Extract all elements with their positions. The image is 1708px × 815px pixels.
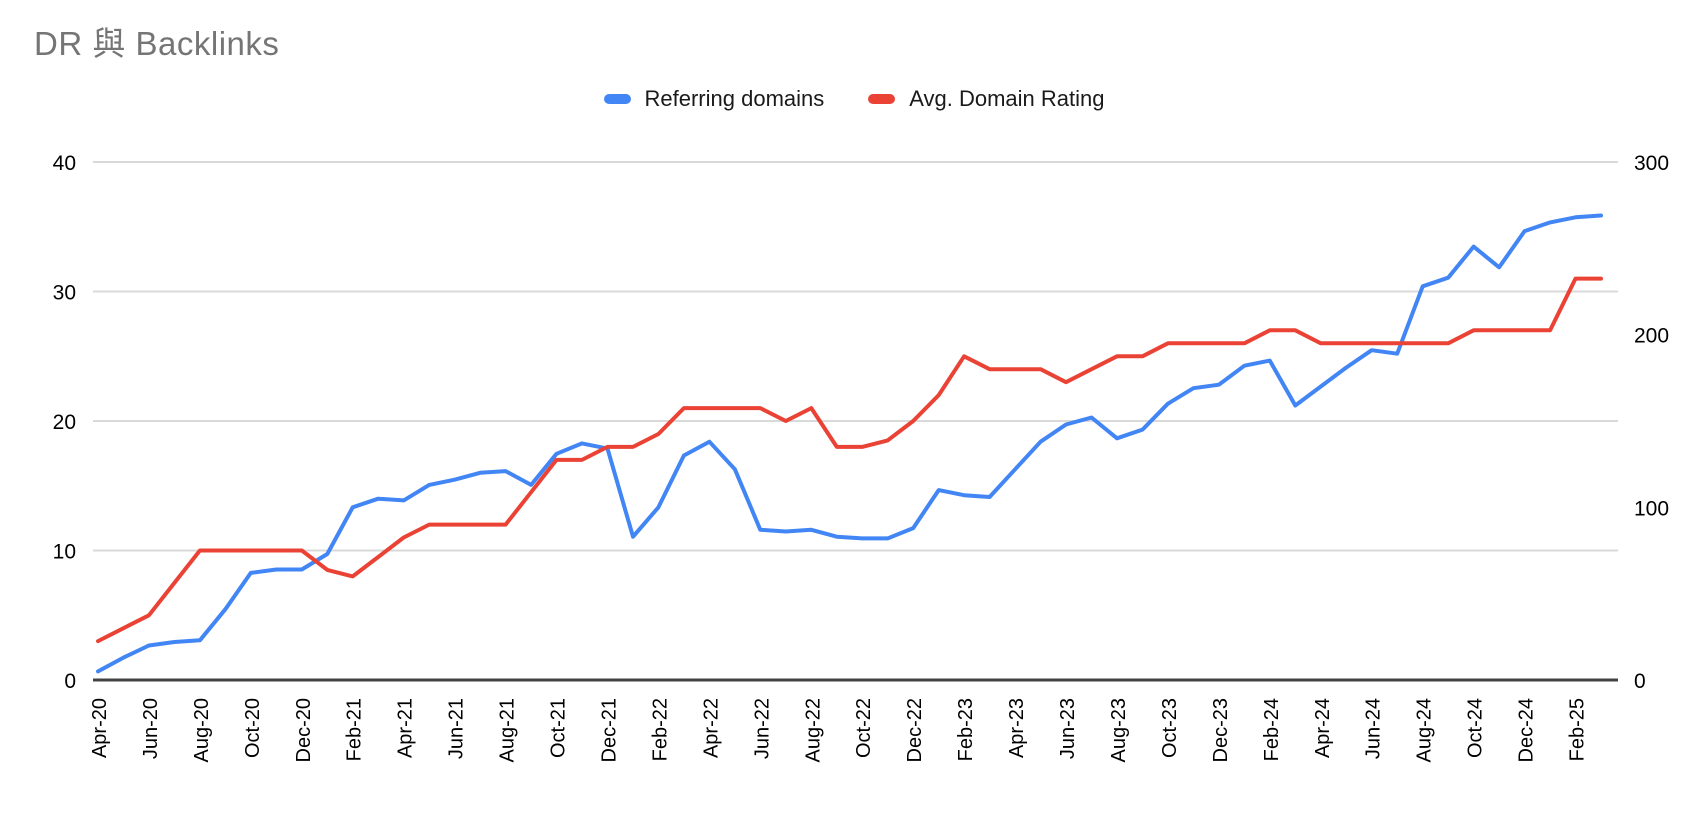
x-axis-tick-label: Aug-23	[1108, 698, 1130, 763]
x-axis-tick-label: Jun-23	[1057, 698, 1079, 759]
left-axis-tick-label: 40	[53, 152, 76, 175]
x-axis-tick-label: Dec-20	[293, 698, 315, 762]
legend-swatch-blue-icon	[603, 94, 631, 104]
x-axis-tick-label: Dec-21	[598, 698, 620, 762]
x-axis-tick-label: Oct-24	[1465, 698, 1487, 758]
x-axis-tick-label: Apr-21	[395, 698, 417, 758]
x-axis-tick-label: Aug-24	[1414, 698, 1436, 763]
x-axis-tick-label: Aug-21	[497, 698, 519, 763]
legend-item-referring-domains: Referring domains	[603, 86, 825, 112]
legend-swatch-red-icon	[868, 94, 896, 104]
left-axis-tick-label: 10	[53, 541, 76, 564]
series-line-avg-domain-rating	[96, 276, 1603, 644]
x-axis-tick-label: Oct-22	[853, 698, 875, 758]
x-axis-tick-label: Dec-24	[1516, 698, 1538, 762]
right-axis-tick-label: 300	[1634, 152, 1669, 175]
x-axis-tick-label: Dec-22	[904, 698, 926, 762]
legend-label: Referring domains	[644, 86, 825, 111]
x-axis-tick-label: Apr-22	[700, 698, 722, 758]
x-axis-tick-label: Jun-20	[140, 698, 162, 759]
x-axis-tick-label: Dec-23	[1210, 698, 1232, 762]
x-axis-tick-label: Feb-22	[649, 698, 671, 761]
x-axis-tick-label: Oct-23	[1159, 698, 1181, 758]
x-axis-tick-label: Apr-24	[1312, 698, 1334, 758]
x-axis-tick-label: Feb-24	[1261, 698, 1283, 761]
x-axis-tick-label: Aug-20	[191, 698, 213, 763]
x-axis-tick-label: Feb-25	[1567, 698, 1589, 761]
right-axis-tick-label: 200	[1634, 325, 1669, 348]
x-axis-tick-label: Apr-20	[89, 698, 111, 758]
x-axis-tick-label: Oct-20	[242, 698, 264, 758]
x-axis-tick-label: Jun-24	[1363, 698, 1385, 759]
right-axis-tick-label: 0	[1634, 670, 1646, 693]
x-axis-tick-label: Apr-23	[1006, 698, 1028, 758]
x-axis-tick-label: Jun-21	[446, 698, 468, 759]
legend-item-avg-domain-rating: Avg. Domain Rating	[868, 86, 1105, 112]
chart-legend: Referring domains Avg. Domain Rating	[0, 86, 1708, 112]
series-line-referring-domains	[96, 213, 1603, 674]
right-axis-tick-label: 100	[1634, 497, 1669, 520]
left-axis-tick-label: 0	[64, 670, 76, 693]
x-axis-tick-label: Feb-23	[955, 698, 977, 761]
legend-label: Avg. Domain Rating	[909, 86, 1105, 111]
chart-title: DR 與 Backlinks	[34, 25, 280, 62]
x-axis-tick-label: Aug-22	[802, 698, 824, 763]
x-axis-tick-label: Jun-22	[751, 698, 773, 759]
x-axis-tick-label: Oct-21	[548, 698, 570, 758]
x-axis-tick-label: Feb-21	[344, 698, 366, 761]
left-axis-tick-label: 30	[53, 282, 76, 305]
left-axis-tick-label: 20	[53, 411, 76, 434]
